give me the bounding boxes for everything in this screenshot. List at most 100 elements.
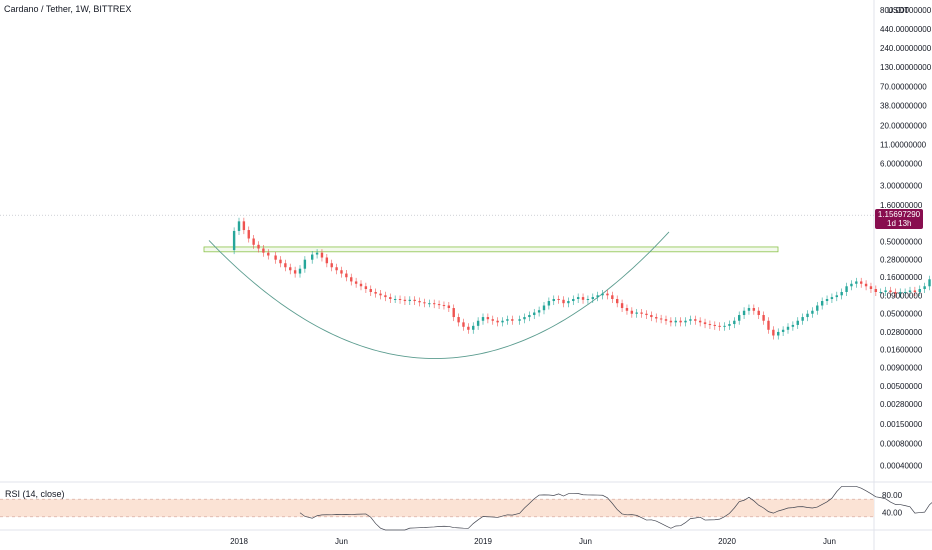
candle-body [486,317,490,320]
candle-body [786,326,790,330]
rsi-tick-label: 80.00 [882,491,903,500]
price-tick-label: 0.09000000 [880,291,923,300]
candle-body [625,308,629,311]
candle-body [669,320,673,323]
candle-body [289,267,292,271]
candle-body [379,293,382,296]
candle-body [703,322,707,325]
candle-body [923,286,926,290]
candle-body [674,320,677,323]
candle-body [384,295,387,298]
candle-body [845,286,848,292]
candle-body [413,299,416,302]
candle-body [869,286,873,290]
candle-body [433,303,436,305]
candle-body [242,221,246,231]
candle-body [542,305,546,311]
time-tick-label: 2018 [230,537,248,546]
candle-body [537,310,541,313]
last-price-badge[interactable]: 1.15697290 1d 13h [875,209,923,229]
candle-body [345,273,348,278]
candle-series [232,217,931,340]
price-tick-label: 800.00000000 [880,6,932,15]
candle-body [884,290,887,292]
candle-body [369,289,372,292]
candle-body [850,283,853,287]
price-tick-label: 11.00000000 [880,141,927,150]
candle-body [552,298,555,302]
candle-body [698,320,702,323]
price-tick-label: 0.05000000 [880,310,923,319]
candle-body [630,310,634,314]
candle-body [298,268,302,274]
candle-body [738,315,741,321]
candle-body [767,320,770,330]
candle-body [645,313,648,316]
candle-body [728,324,731,326]
candle-body [335,267,338,271]
price-tick-label: 130.00000000 [880,63,932,72]
last-price-value: 1.15697290 [878,210,921,219]
candle-body [772,329,775,336]
candle-body [462,322,465,327]
candle-body [403,299,407,302]
price-tick-label: 38.00000000 [880,102,927,111]
candle-body [889,290,892,292]
candle-body [581,297,585,300]
candle-body [354,281,358,284]
candle-body [447,305,451,309]
candle-body [398,298,402,300]
candle-body [816,305,819,311]
candle-body [742,310,746,316]
candle-body [664,319,668,321]
rsi-title: RSI (14, close) [5,489,65,499]
candle-body [320,252,324,258]
candle-body [635,312,638,314]
candle-body [620,303,624,309]
candle-body [506,319,509,321]
candle-body [806,313,809,318]
candle-body [723,325,726,327]
candle-body [752,308,756,311]
candle-body [330,263,333,268]
candle-body [655,317,658,319]
support-zone-rect [203,246,779,253]
price-axis[interactable]: 800.00000000 440.00000000 240.00000000 130.… [880,6,932,470]
time-tick-label: Jun [823,537,836,546]
candle-body [899,291,902,294]
price-tick-label: 0.00900000 [880,364,923,373]
price-tick-label: 240.00000000 [880,44,932,53]
candle-body [811,310,814,314]
candle-body [928,279,931,287]
price-tick-label: 6.00000000 [880,160,923,169]
candle-body [279,259,282,264]
candle-body [247,230,250,239]
candle-body [777,331,780,336]
candle-body [684,320,687,323]
candle-body [835,295,838,298]
time-tick-label: Jun [335,537,348,546]
candle-body [830,297,834,299]
candle-body [781,329,785,332]
candle-body [533,312,536,316]
candle-body [713,324,716,326]
candle-body [855,281,858,284]
cup-curve-line [208,231,670,359]
candle-body [457,317,460,323]
candle-body [874,289,878,292]
candle-body [733,320,736,325]
time-tick-label: 2019 [474,537,492,546]
candle-body [908,290,912,292]
candle-body [747,308,751,311]
candle-body [894,291,897,294]
candle-body [252,238,255,245]
candle-body [232,230,236,251]
candle-body [437,304,441,306]
price-tick-label: 440.00000000 [880,25,932,34]
candle-body [596,295,599,298]
time-axis[interactable]: 2018Jun2019Jun2020Jun2021Jun2022Jun2023 [230,537,932,546]
candle-body [708,324,712,326]
price-tick-label: 0.50000000 [880,237,923,246]
price-tick-label: 0.00150000 [880,420,923,429]
